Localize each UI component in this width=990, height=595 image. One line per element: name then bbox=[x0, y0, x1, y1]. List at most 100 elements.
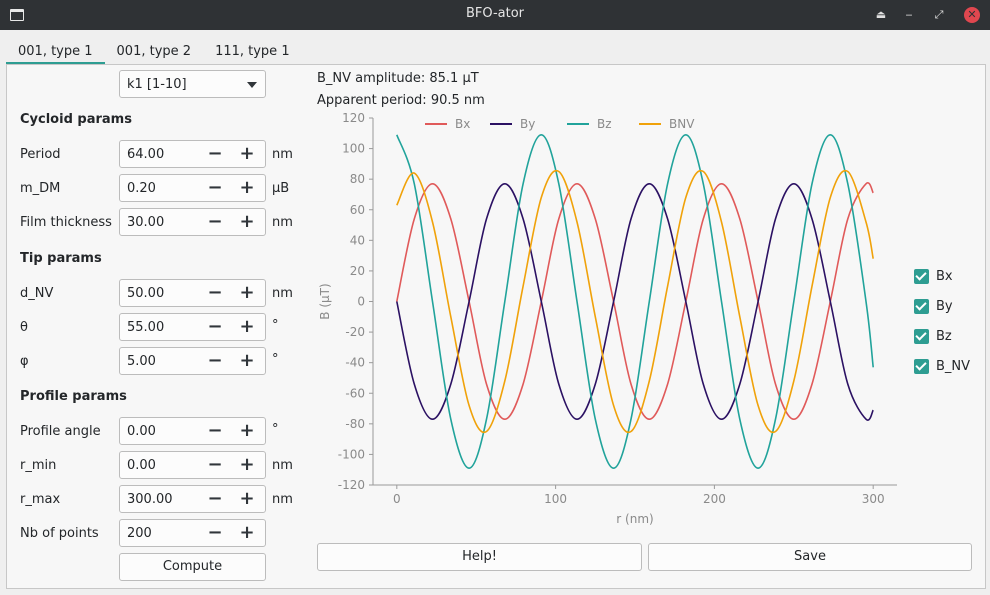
d-nv-increment-button[interactable]: + bbox=[239, 282, 255, 303]
d-nv-unit: nm bbox=[272, 286, 293, 301]
phi-spinbox[interactable]: 5.00 − + bbox=[119, 347, 266, 375]
checkbox-checked-icon[interactable] bbox=[914, 329, 929, 344]
series-line-bx bbox=[396, 182, 874, 421]
legend-label-bx: Bx bbox=[455, 117, 470, 131]
d-nv-decrement-button[interactable]: − bbox=[207, 282, 223, 303]
m-dm-spinbox[interactable]: 0.20 − + bbox=[119, 174, 266, 202]
film-thickness-decrement-button[interactable]: − bbox=[207, 211, 223, 232]
m-dm-unit: µB bbox=[272, 181, 290, 196]
legend-label-bnv: BNV bbox=[669, 117, 695, 131]
r-max-spinbox[interactable]: 300.00 − + bbox=[119, 485, 266, 513]
nb-points-value[interactable]: 200 bbox=[127, 526, 152, 541]
r-min-value[interactable]: 0.00 bbox=[127, 458, 156, 473]
film-thickness-unit: nm bbox=[272, 215, 293, 230]
theta-unit: ° bbox=[272, 318, 279, 333]
m-dm-value[interactable]: 0.20 bbox=[127, 181, 156, 196]
period-value[interactable]: 64.00 bbox=[127, 147, 165, 162]
y-tick-label: 80 bbox=[350, 172, 365, 186]
tab-111-type-1[interactable]: 111, type 1 bbox=[215, 44, 290, 59]
section-cycloid-params: Cycloid params bbox=[20, 112, 132, 127]
checkbox-checked-icon[interactable] bbox=[914, 269, 929, 284]
film-thickness-label: Film thickness bbox=[20, 215, 112, 230]
app-window-icon bbox=[10, 9, 24, 21]
nb-points-decrement-button[interactable]: − bbox=[207, 522, 223, 543]
toggle-bz-label: Bz bbox=[936, 329, 952, 344]
r-min-spinbox[interactable]: 0.00 − + bbox=[119, 451, 266, 479]
y-axis-label: B (µT) bbox=[318, 283, 332, 319]
eject-icon[interactable]: ⏏ bbox=[875, 8, 887, 21]
theta-label: θ bbox=[20, 320, 28, 335]
period-decrement-button[interactable]: − bbox=[207, 143, 223, 164]
bnv-amplitude-label: B_NV amplitude: 85.1 µT bbox=[317, 71, 479, 86]
phi-increment-button[interactable]: + bbox=[239, 350, 255, 371]
m-dm-increment-button[interactable]: + bbox=[239, 177, 255, 198]
theta-decrement-button[interactable]: − bbox=[207, 316, 223, 337]
series-line-bnv bbox=[396, 169, 874, 434]
phi-decrement-button[interactable]: − bbox=[207, 350, 223, 371]
compute-button[interactable]: Compute bbox=[119, 553, 266, 581]
period-spinbox[interactable]: 64.00 − + bbox=[119, 140, 266, 168]
film-thickness-increment-button[interactable]: + bbox=[239, 211, 255, 232]
y-tick-label: -60 bbox=[345, 386, 365, 400]
y-tick-label: 60 bbox=[350, 203, 365, 217]
nb-points-increment-button[interactable]: + bbox=[239, 522, 255, 543]
checkbox-checked-icon[interactable] bbox=[914, 299, 929, 314]
m-dm-label: m_DM bbox=[20, 181, 61, 196]
m-dm-decrement-button[interactable]: − bbox=[207, 177, 223, 198]
y-tick-label: 0 bbox=[357, 295, 365, 309]
section-profile-params: Profile params bbox=[20, 389, 127, 404]
section-tip-params: Tip params bbox=[20, 251, 102, 266]
phi-unit: ° bbox=[272, 352, 279, 367]
y-tick-label: -100 bbox=[338, 447, 365, 461]
restore-icon[interactable]: ⤢ bbox=[934, 8, 944, 21]
r-max-decrement-button[interactable]: − bbox=[207, 488, 223, 509]
checkbox-checked-icon[interactable] bbox=[914, 359, 929, 374]
theta-spinbox[interactable]: 55.00 − + bbox=[119, 313, 266, 341]
theta-value[interactable]: 55.00 bbox=[127, 320, 165, 335]
tab-bar: 001, type 1 001, type 2 111, type 1 bbox=[6, 40, 302, 64]
y-tick-label: -120 bbox=[338, 478, 365, 492]
d-nv-spinbox[interactable]: 50.00 − + bbox=[119, 279, 266, 307]
apparent-period-label: Apparent period: 90.5 nm bbox=[317, 93, 485, 108]
close-icon[interactable]: ✕ bbox=[964, 7, 980, 23]
help-button[interactable]: Help! bbox=[317, 543, 642, 571]
r-min-unit: nm bbox=[272, 458, 293, 473]
profile-angle-increment-button[interactable]: + bbox=[239, 420, 255, 441]
toggle-bx-label: Bx bbox=[936, 269, 953, 284]
r-min-increment-button[interactable]: + bbox=[239, 454, 255, 475]
d-nv-value[interactable]: 50.00 bbox=[127, 286, 165, 301]
series-line-bz bbox=[396, 133, 874, 470]
save-button[interactable]: Save bbox=[648, 543, 972, 571]
r-min-decrement-button[interactable]: − bbox=[207, 454, 223, 475]
y-tick-label: -80 bbox=[345, 417, 365, 431]
d-nv-label: d_NV bbox=[20, 286, 54, 301]
x-tick-label: 100 bbox=[544, 492, 567, 506]
profile-angle-decrement-button[interactable]: − bbox=[207, 420, 223, 441]
profile-angle-value[interactable]: 0.00 bbox=[127, 424, 156, 439]
period-unit: nm bbox=[272, 147, 293, 162]
tab-001-type-1[interactable]: 001, type 1 bbox=[6, 40, 105, 64]
y-tick-label: 40 bbox=[350, 233, 365, 247]
film-thickness-spinbox[interactable]: 30.00 − + bbox=[119, 208, 266, 236]
y-tick-label: -40 bbox=[345, 356, 365, 370]
r-max-increment-button[interactable]: + bbox=[239, 488, 255, 509]
profile-angle-label: Profile angle bbox=[20, 424, 101, 439]
minimize-icon[interactable]: ‒ bbox=[905, 8, 913, 21]
profile-angle-spinbox[interactable]: 0.00 − + bbox=[119, 417, 266, 445]
nb-points-spinbox[interactable]: 200 − + bbox=[119, 519, 266, 547]
period-increment-button[interactable]: + bbox=[239, 143, 255, 164]
r-max-label: r_max bbox=[20, 492, 61, 507]
legend-label-bz: Bz bbox=[597, 117, 612, 131]
film-thickness-value[interactable]: 30.00 bbox=[127, 215, 165, 230]
toggle-by-label: By bbox=[936, 299, 953, 314]
x-axis-label: r (nm) bbox=[616, 512, 653, 526]
tab-001-type-2[interactable]: 001, type 2 bbox=[116, 44, 192, 59]
k-select[interactable]: k1 [1-10] bbox=[119, 70, 266, 98]
chevron-down-icon bbox=[247, 82, 257, 88]
r-max-value[interactable]: 300.00 bbox=[127, 492, 173, 507]
theta-increment-button[interactable]: + bbox=[239, 316, 255, 337]
x-tick-label: 300 bbox=[862, 492, 885, 506]
period-label: Period bbox=[20, 147, 61, 162]
phi-value[interactable]: 5.00 bbox=[127, 354, 156, 369]
y-tick-label: -20 bbox=[345, 325, 365, 339]
